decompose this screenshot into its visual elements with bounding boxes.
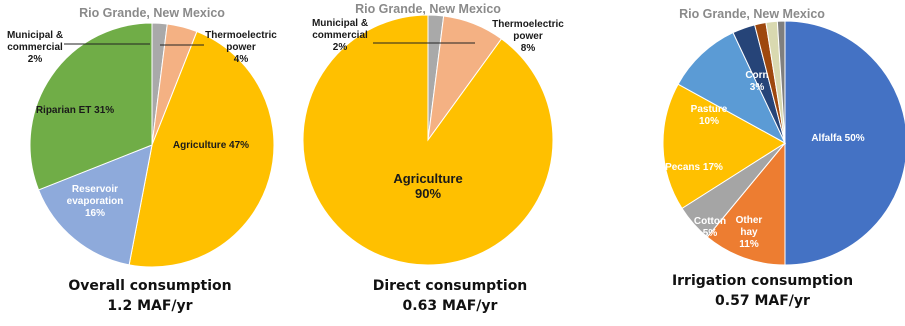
pie-slice-alfalfa bbox=[784, 20, 905, 266]
pie-slice-riparian-et bbox=[29, 22, 153, 191]
pie-slice-reservoir-evaporation bbox=[37, 144, 153, 266]
chart-panel-irrigation: Rio Grande, New Mexico Alfalfa 50% Other ha… bbox=[620, 0, 905, 326]
caption-line-1: Overall consumption bbox=[68, 278, 232, 294]
pie-slice-agriculture bbox=[302, 14, 554, 266]
data-label-agriculture: Agriculture 90% bbox=[393, 171, 462, 201]
data-label-pasture: Pasture 10% bbox=[691, 104, 728, 127]
data-label-corn: Corn 3% bbox=[745, 70, 768, 93]
data-label-municipal-commercial: Municipal & commercial 2% bbox=[312, 18, 368, 53]
data-label-reservoir-evaporation: Reservoir evaporation 16% bbox=[67, 184, 124, 219]
data-label-other-hay: Other hay 11% bbox=[736, 215, 763, 250]
caption-irrigation: Irrigation consumption 0.57 MAF/yr bbox=[620, 271, 905, 311]
chart-panel-overall: Rio Grande, New Mexico Municipal & commerc… bbox=[0, 0, 300, 326]
chart-title: Rio Grande, New Mexico bbox=[355, 2, 501, 16]
data-label-municipal-commercial: Municipal & commercial 2% bbox=[7, 30, 63, 65]
pie-chart-irrigation: Rio Grande, New Mexico Alfalfa 50% Other ha… bbox=[662, 7, 905, 266]
caption-line-2: 1.2 MAF/yr bbox=[107, 298, 193, 314]
caption-line-1: Direct consumption bbox=[372, 278, 528, 294]
caption-line-1: Irrigation consumption bbox=[671, 273, 854, 289]
data-label-riparian-et: Riparian ET 31% bbox=[36, 105, 114, 116]
pie-chart-direct: Rio Grande, New Mexico Municipal & commerc… bbox=[302, 2, 564, 266]
caption-overall: Overall consumption 1.2 MAF/yr bbox=[0, 276, 300, 316]
data-label-thermoelectric-power: Thermoelectric power 4% bbox=[205, 30, 277, 65]
chart-title: Rio Grande, New Mexico bbox=[679, 7, 825, 21]
data-label-pecans: Pecans 17% bbox=[665, 162, 723, 173]
chart-title: Rio Grande, New Mexico bbox=[79, 6, 225, 20]
data-label-cotton: Cotton 5% bbox=[694, 216, 726, 239]
pie-slice-agriculture bbox=[128, 30, 275, 268]
caption-line-2: 0.63 MAF/yr bbox=[402, 298, 498, 314]
pie-slice-other-hay bbox=[706, 141, 786, 266]
data-label-agriculture: Agriculture 47% bbox=[173, 140, 249, 151]
data-label-thermoelectric-power: Thermoelectric power 8% bbox=[492, 19, 564, 54]
pie-chart-overall: Rio Grande, New Mexico Municipal & commerc… bbox=[7, 6, 277, 268]
pie-slice-pasture bbox=[677, 31, 787, 145]
chart-panel-direct: Rio Grande, New Mexico Municipal & commerc… bbox=[300, 0, 600, 326]
data-label-alfalfa: Alfalfa 50% bbox=[811, 133, 864, 144]
caption-line-2: 0.57 MAF/yr bbox=[715, 293, 810, 309]
pie-slice-other-3 bbox=[776, 20, 786, 144]
caption-direct: Direct consumption 0.63 MAF/yr bbox=[300, 276, 600, 316]
pie-slice-pecans bbox=[662, 83, 786, 210]
